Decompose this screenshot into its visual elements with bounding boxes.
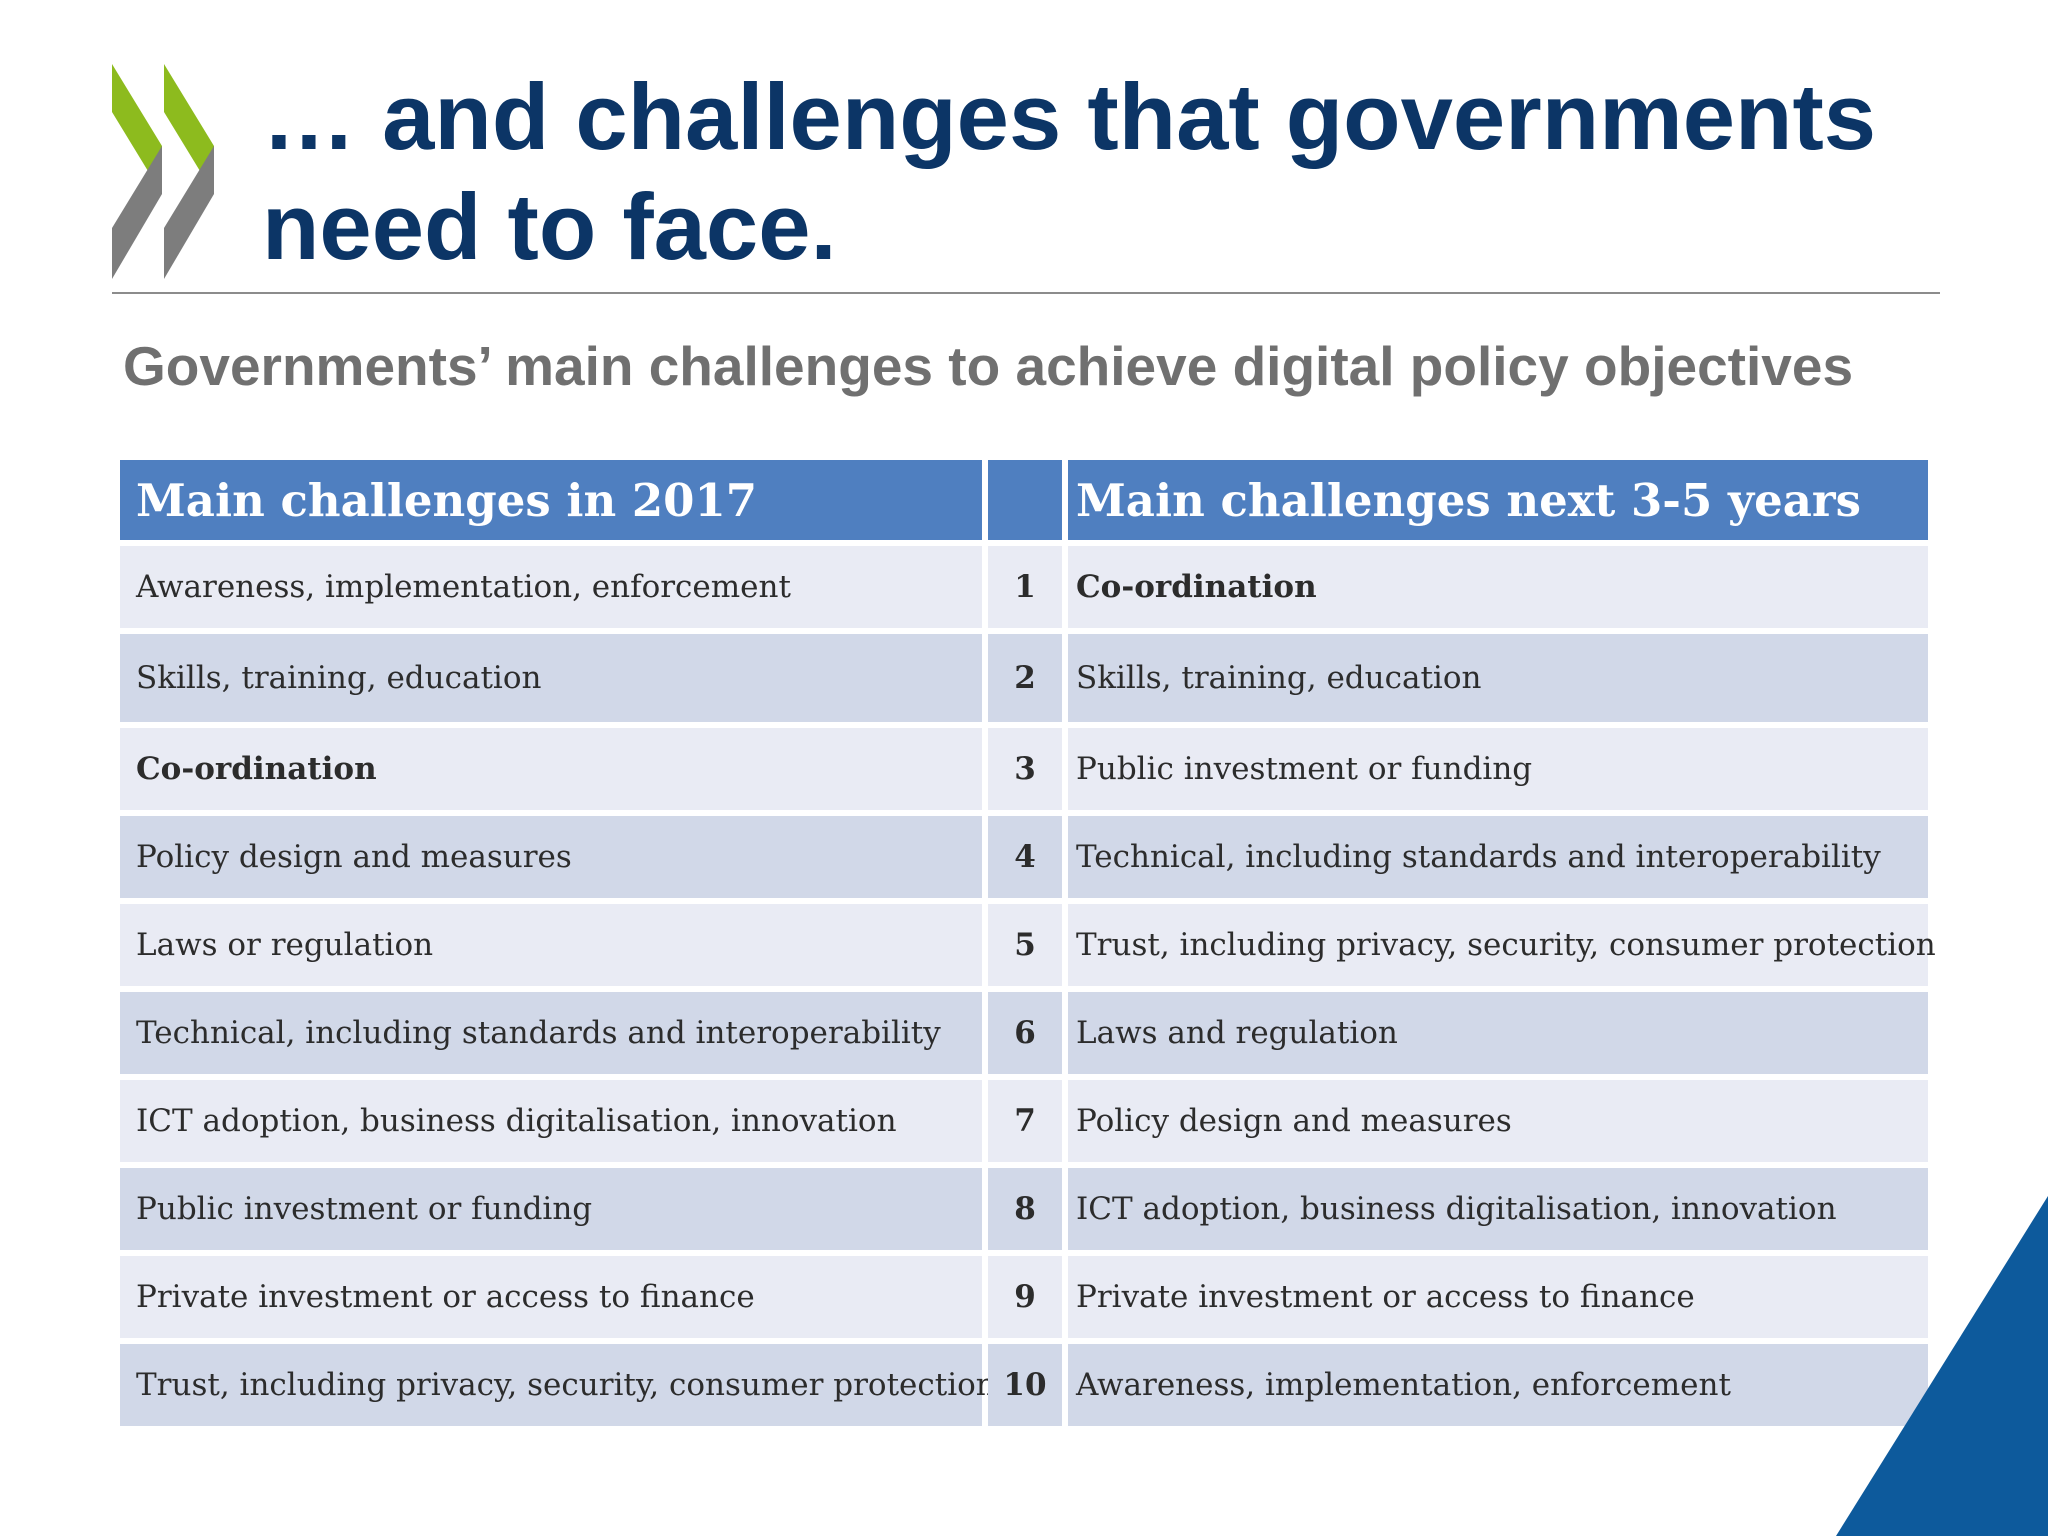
logo-chevron-green-right — [164, 64, 214, 194]
challenge-2017-cell: Awareness, implementation, enforcement — [120, 546, 982, 628]
rank-cell: 2 — [988, 634, 1062, 722]
table-row: Technical, including standards and inter… — [120, 992, 1928, 1074]
rank-cell: 9 — [988, 1256, 1062, 1338]
oecd-logo-icon — [112, 64, 214, 279]
challenge-next-years-cell: Co-ordination — [1068, 546, 1928, 628]
table-row: Skills, training, education 2 Skills, trai… — [120, 634, 1928, 722]
rank-cell: 5 — [988, 904, 1062, 986]
table-row: Co-ordination 3 Public investment or fundi… — [120, 728, 1928, 810]
page-title: … and challenges that governments need t… — [262, 64, 1877, 279]
challenge-2017-cell: Private investment or access to finance — [120, 1256, 982, 1338]
logo-chevron-grey-right — [164, 146, 214, 279]
rank-cell: 6 — [988, 992, 1062, 1074]
rank-cell: 3 — [988, 728, 1062, 810]
challenge-2017-cell: Public investment or funding — [120, 1168, 982, 1250]
table-header-row: Main challenges in 2017 Main challenges … — [120, 460, 1928, 540]
challenge-next-years-cell: ICT adoption, business digitalisation, i… — [1068, 1168, 1928, 1250]
challenge-2017-cell: ICT adoption, business digitalisation, i… — [120, 1080, 982, 1162]
challenge-next-years-cell: Laws and regulation — [1068, 992, 1928, 1074]
rank-cell: 4 — [988, 816, 1062, 898]
header-rank — [988, 460, 1062, 540]
header-challenges-next-years: Main challenges next 3-5 years — [1068, 460, 1928, 540]
challenge-next-years-cell: Policy design and measures — [1068, 1080, 1928, 1162]
challenge-2017-cell: Policy design and measures — [120, 816, 982, 898]
challenge-2017-cell: Trust, including privacy, security, cons… — [120, 1344, 996, 1426]
rank-cell: 1 — [988, 546, 1062, 628]
rank-cell: 7 — [988, 1080, 1062, 1162]
table-row: Policy design and measures 4 Technical, in… — [120, 816, 1928, 898]
table-row: Laws or regulation 5 Trust, including priv… — [120, 904, 1936, 986]
challenge-2017-cell: Laws or regulation — [120, 904, 982, 986]
table-row: Awareness, implementation, enforcement 1 C… — [120, 546, 1928, 628]
table-row: ICT adoption, business digitalisation, i… — [120, 1080, 1928, 1162]
challenge-2017-cell: Technical, including standards and inter… — [120, 992, 982, 1074]
challenge-next-years-cell: Technical, including standards and inter… — [1068, 816, 1928, 898]
rank-cell: 8 — [988, 1168, 1062, 1250]
challenges-table: Main challenges in 2017 Main challenges … — [120, 460, 1936, 1432]
corner-triangle-shape — [1836, 1196, 2048, 1536]
challenge-next-years-cell: Trust, including privacy, security, cons… — [1068, 904, 1936, 986]
challenge-next-years-cell: Awareness, implementation, enforcement — [1068, 1344, 1928, 1426]
table-row: Private investment or access to finance 9… — [120, 1256, 1928, 1338]
logo-chevron-grey-left — [112, 146, 162, 279]
title-divider — [112, 292, 1940, 294]
logo-chevron-green-left — [112, 64, 162, 194]
table-body: Awareness, implementation, enforcement 1 C… — [120, 546, 1936, 1426]
header-challenges-2017: Main challenges in 2017 — [120, 460, 982, 540]
challenge-next-years-cell: Private investment or access to finance — [1068, 1256, 1928, 1338]
challenge-next-years-cell: Public investment or funding — [1068, 728, 1928, 810]
rank-cell: 10 — [988, 1344, 1062, 1426]
challenge-2017-cell: Co-ordination — [120, 728, 982, 810]
page-subtitle: Governments’ main challenges to achieve … — [123, 335, 1854, 397]
table-row: Public investment or funding 8 ICT adoptio… — [120, 1168, 1928, 1250]
corner-triangle-decoration — [1836, 1196, 2048, 1536]
challenge-2017-cell: Skills, training, education — [120, 634, 982, 722]
challenge-next-years-cell: Skills, training, education — [1068, 634, 1928, 722]
table-row: Trust, including privacy, security, cons… — [120, 1344, 1928, 1426]
